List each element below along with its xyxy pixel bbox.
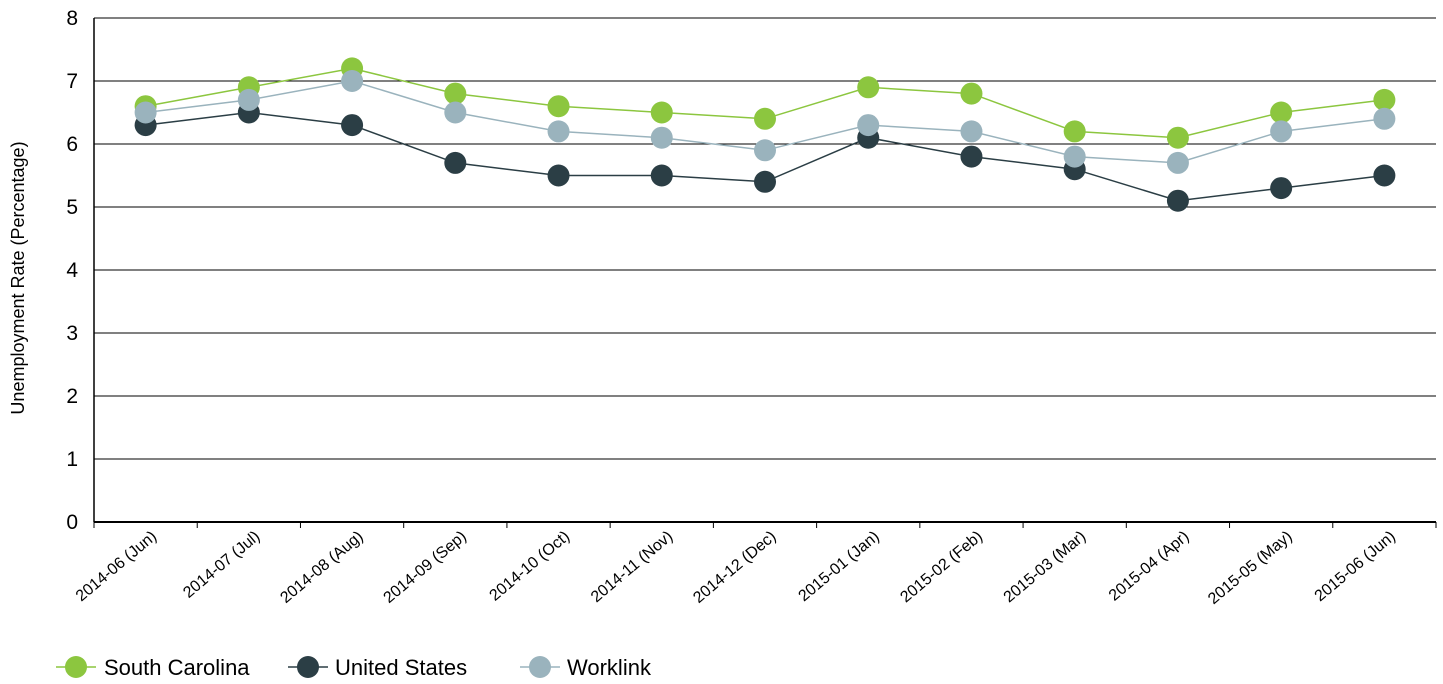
- series-south-carolina: [134, 57, 1396, 149]
- data-point: [1166, 189, 1189, 212]
- y-tick-label: 2: [66, 385, 78, 408]
- legend-item: South Carolina: [56, 655, 250, 680]
- y-axis-title-group: Unemployment Rate (Percentage): [8, 141, 28, 414]
- y-tick-label: 3: [66, 322, 78, 345]
- x-tick-label: 2015-04 (Apr): [1106, 528, 1193, 604]
- data-point: [1270, 120, 1293, 143]
- data-point: [754, 107, 776, 130]
- legend-item: United States: [288, 655, 467, 680]
- data-point: [1373, 164, 1396, 187]
- data-point: [960, 120, 983, 143]
- x-tick-label: 2014-12 (Dec): [690, 528, 779, 607]
- data-point: [444, 82, 467, 105]
- x-tick-label: 2014-10 (Oct): [487, 528, 574, 604]
- series-worklink: [134, 70, 1396, 174]
- legend-label: Worklink: [567, 655, 652, 680]
- data-point: [341, 70, 364, 92]
- data-point: [547, 95, 570, 118]
- legend-marker: [297, 656, 319, 678]
- data-point: [857, 114, 880, 137]
- data-point: [1373, 107, 1396, 130]
- data-point: [237, 88, 260, 111]
- x-tick-label: 2014-09 (Sep): [381, 528, 470, 607]
- data-point: [134, 101, 157, 124]
- data-point: [857, 76, 880, 99]
- data-point: [1270, 101, 1293, 124]
- x-tick-label: 2015-01 (Jan): [796, 528, 883, 605]
- series-lines: [134, 57, 1396, 212]
- data-point: [754, 170, 776, 193]
- x-tick-label: 2014-08 (Aug): [277, 528, 366, 607]
- x-tick-label: 2015-02 (Feb): [897, 528, 986, 606]
- y-tick-label: 6: [66, 133, 78, 156]
- y-axis-title: Unemployment Rate (Percentage): [8, 141, 28, 414]
- data-point: [650, 126, 673, 149]
- y-tick-label: 5: [66, 196, 78, 219]
- data-point: [547, 164, 570, 187]
- data-point: [960, 82, 983, 105]
- y-tick-label: 4: [66, 259, 78, 282]
- legend: South Carolina United States Worklink: [56, 655, 652, 680]
- x-tick-label: 2014-07 (Jul): [180, 528, 263, 602]
- data-point: [444, 101, 467, 124]
- data-point: [1166, 151, 1189, 174]
- data-point: [754, 139, 776, 162]
- data-point: [1166, 126, 1189, 149]
- data-point: [341, 114, 364, 137]
- x-tick-label: 2015-05 (May): [1205, 528, 1296, 608]
- y-tick-label: 8: [66, 7, 78, 30]
- data-point: [1373, 88, 1396, 111]
- data-point: [1063, 145, 1086, 168]
- x-tick-label: 2015-03 (Mar): [1001, 528, 1090, 606]
- data-point: [960, 145, 983, 168]
- x-tick-label: 2014-06 (Jun): [73, 528, 160, 605]
- data-point: [1063, 120, 1086, 143]
- x-tick-label: 2014-11 (Nov): [588, 528, 676, 606]
- y-tick-label: 0: [66, 511, 78, 534]
- y-tick-label: 7: [66, 70, 78, 93]
- data-point: [1270, 177, 1293, 200]
- x-tick-label: 2015-06 (Jun): [1312, 528, 1399, 605]
- legend-label: United States: [335, 655, 467, 680]
- y-tick-label: 1: [66, 448, 78, 471]
- gridlines: [94, 17, 1436, 460]
- data-point: [650, 101, 673, 124]
- data-point: [547, 120, 570, 143]
- data-point: [444, 151, 467, 174]
- legend-item: Worklink: [520, 655, 652, 680]
- legend-marker: [529, 656, 551, 678]
- data-point: [650, 164, 673, 187]
- legend-marker: [65, 656, 87, 678]
- legend-label: South Carolina: [104, 655, 250, 680]
